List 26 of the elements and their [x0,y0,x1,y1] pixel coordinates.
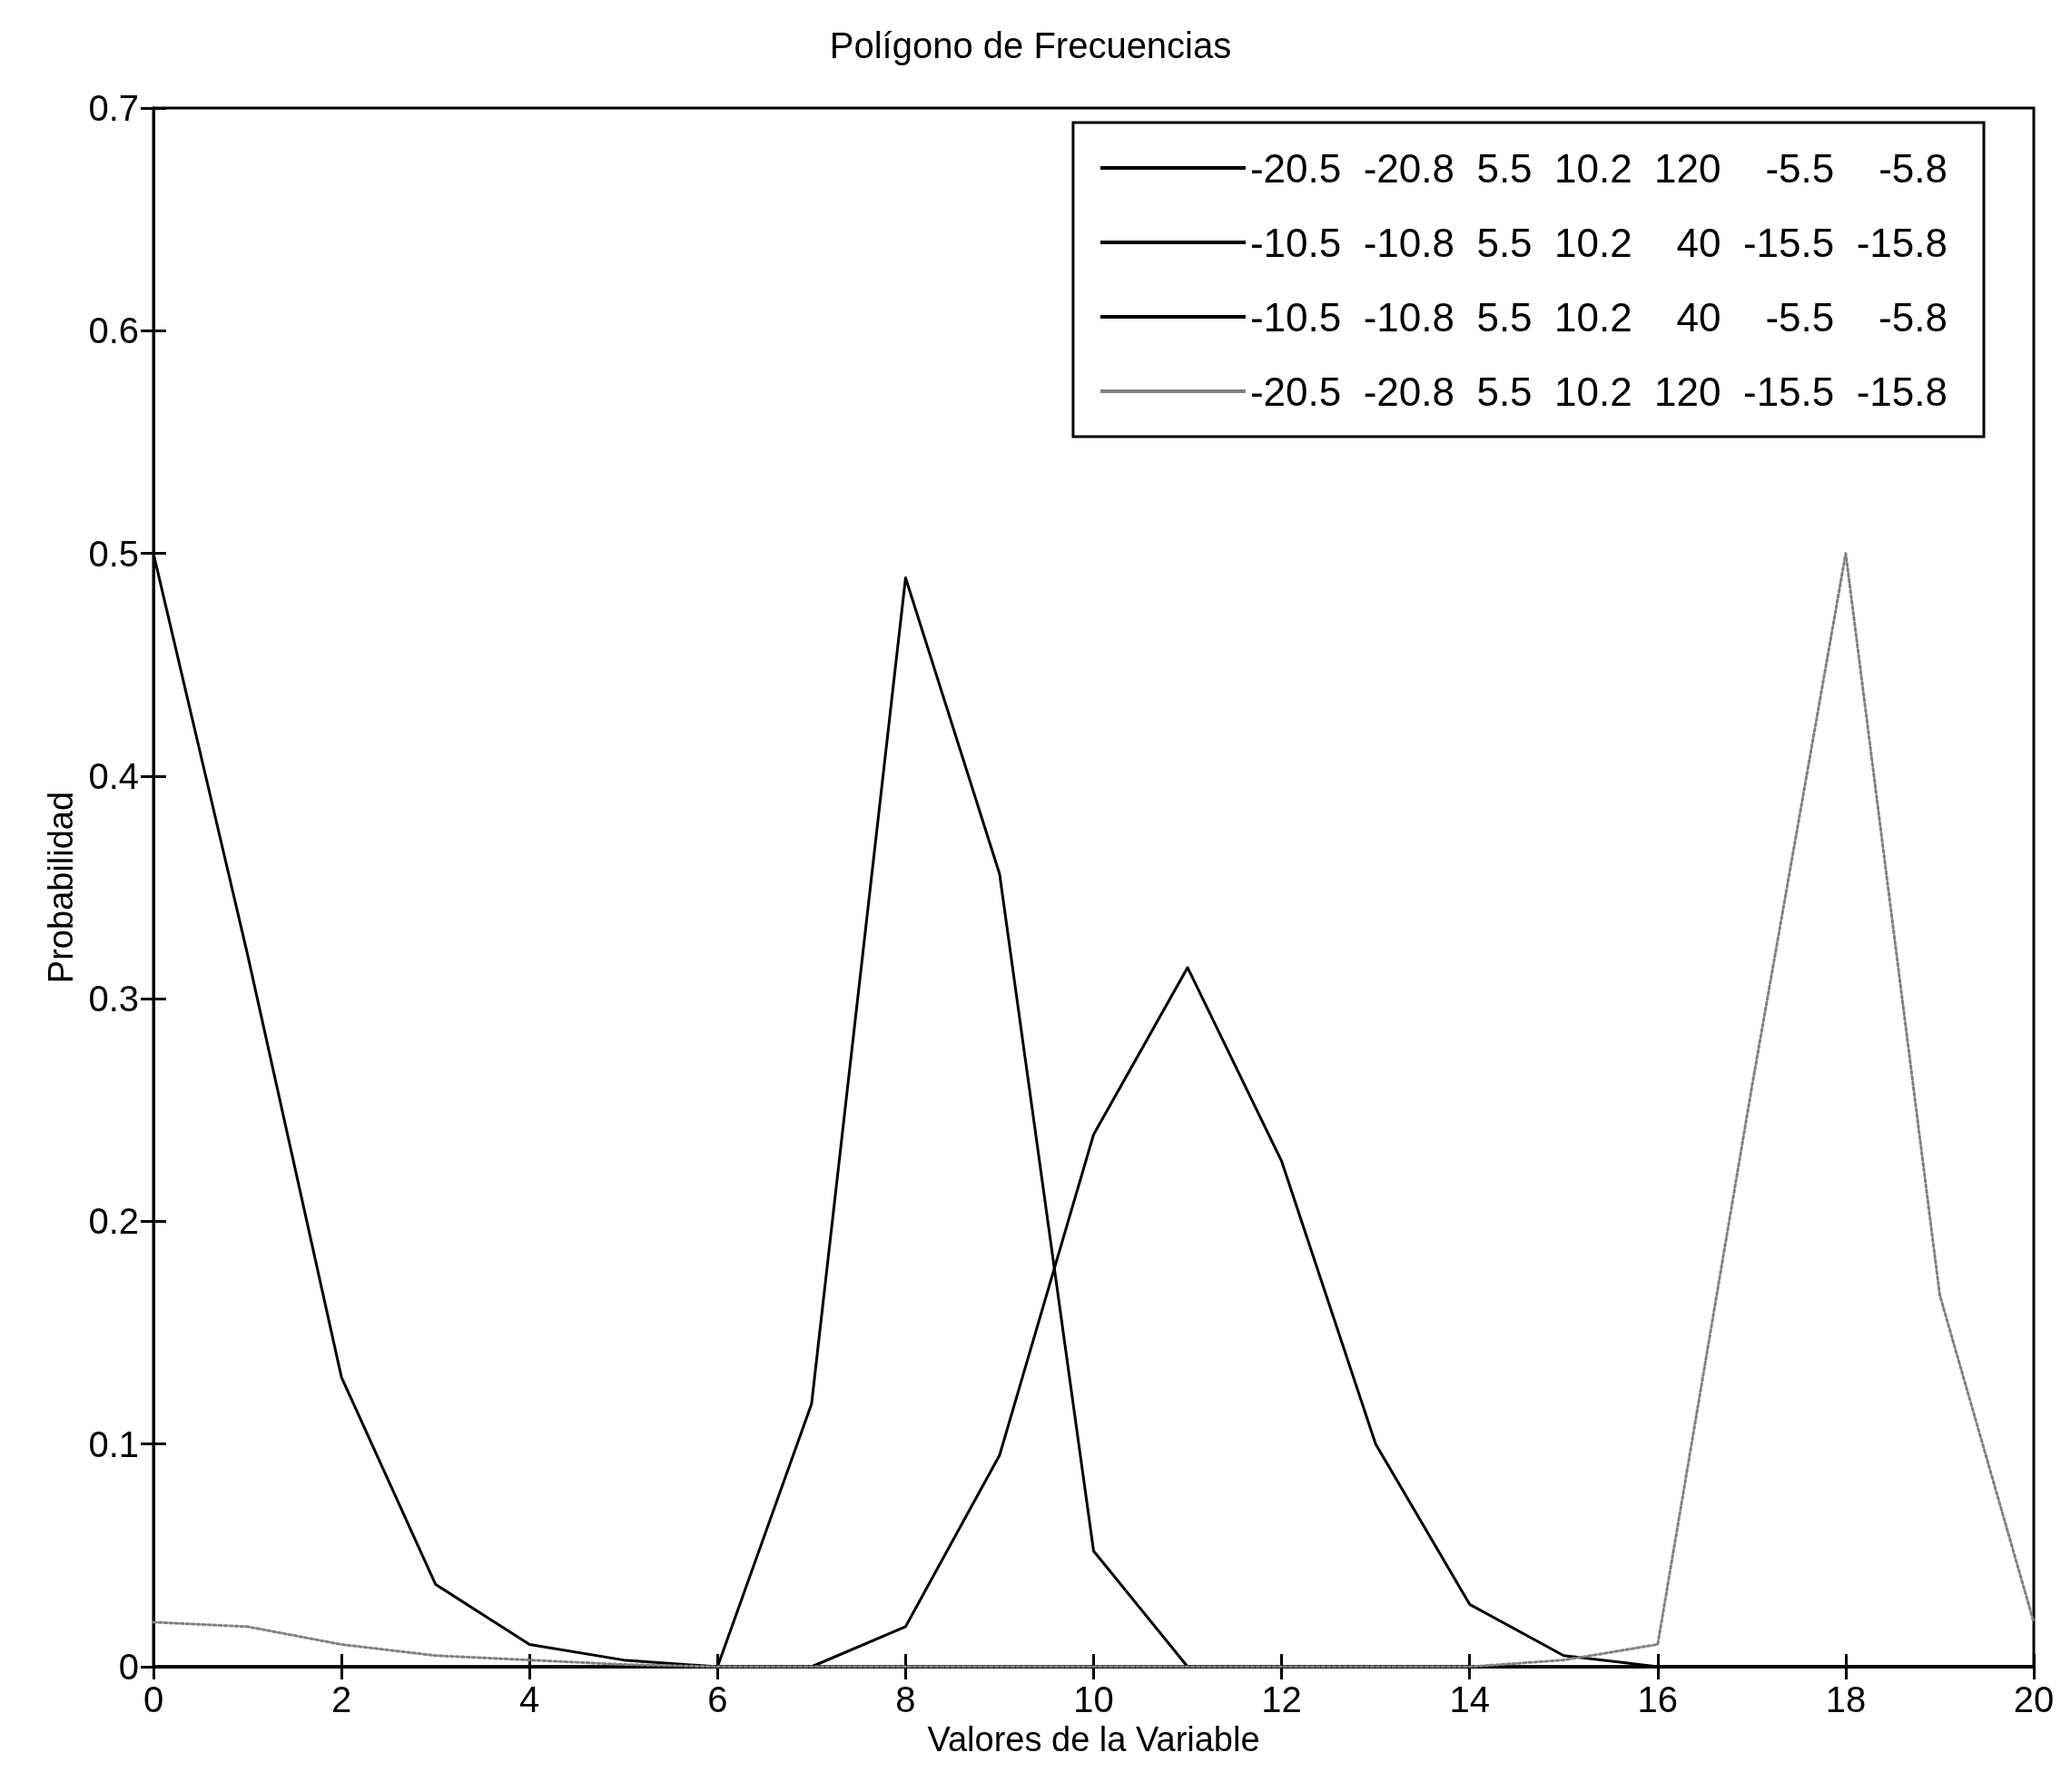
legend-label: -10.5 -10.8 5.5 10.2 40 -15.5 -15.8 [1249,220,1948,265]
x-tick-label: 14 [1449,1679,1490,1719]
y-tick-label: 0.2 [88,1201,139,1242]
x-tick-label: 4 [519,1679,540,1719]
y-tick-label: 0.4 [88,755,139,796]
x-axis-title: Valores de la Variable [927,1719,1260,1758]
y-axis-title: Probabilidad [42,791,81,984]
x-tick-label: 10 [1073,1679,1114,1719]
y-tick-label: 0.5 [88,533,139,574]
y-tick-label: 0.7 [88,88,139,128]
y-tick-label: 0.3 [88,979,139,1019]
legend-label: -10.5 -10.8 5.5 10.2 40 -5.5 -5.8 [1249,294,1948,340]
x-tick-label: 8 [895,1679,916,1719]
y-tick-label: 0.1 [88,1423,139,1464]
legend-label: -20.5 -20.8 5.5 10.2 120 -5.5 -5.8 [1249,145,1948,191]
x-tick-label: 12 [1261,1679,1302,1719]
x-tick-label: 2 [330,1679,352,1719]
y-tick-label: 0.6 [88,310,139,351]
chart-title: Polígono de Frecuencias [829,25,1232,65]
x-tick-label: 16 [1637,1679,1679,1719]
legend-label: -20.5 -20.8 5.5 10.2 120 -15.5 -15.8 [1249,369,1948,414]
x-tick-label: 6 [707,1679,728,1719]
x-tick-label: 18 [1825,1679,1867,1719]
x-tick-label: 20 [2013,1679,2055,1719]
x-tick-label: 0 [143,1679,164,1719]
y-tick-label: 0 [118,1647,139,1687]
